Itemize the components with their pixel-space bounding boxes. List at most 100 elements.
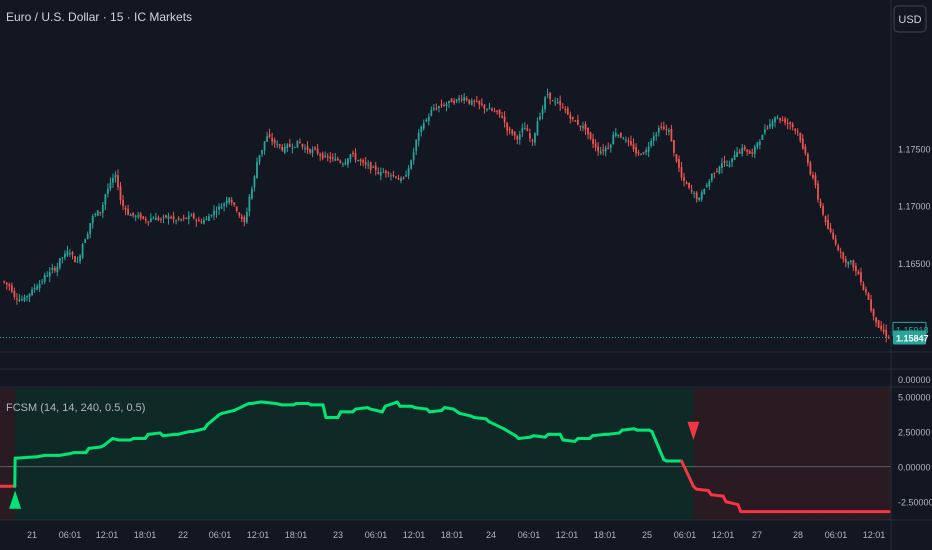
- candle-body: [99, 211, 102, 213]
- candle-body: [344, 162, 347, 165]
- candle-body: [245, 212, 248, 223]
- candle-body: [746, 149, 749, 153]
- candle-body: [589, 132, 592, 139]
- candle-body: [693, 192, 696, 194]
- candle-body: [662, 126, 665, 129]
- candle-body: [776, 117, 779, 119]
- candle-body: [213, 210, 215, 216]
- candle-body: [786, 123, 789, 125]
- candle-body: [362, 160, 365, 163]
- fcsm-line-segment: [620, 427, 636, 432]
- candle-body: [480, 103, 483, 105]
- fcsm-line-segment: [260, 400, 278, 405]
- time-tick-label: 12:01: [712, 530, 735, 540]
- fcsm-indicator: [0, 400, 891, 514]
- candle-body: [523, 127, 526, 130]
- candle-body: [761, 134, 764, 140]
- candle-body: [579, 125, 582, 128]
- candle-body: [167, 216, 170, 220]
- candle-body: [506, 122, 509, 131]
- time-tick-label: 24: [486, 530, 496, 540]
- candle-body: [544, 97, 546, 110]
- candle-body: [64, 253, 66, 258]
- candle-body: [753, 146, 756, 155]
- candle-body: [685, 182, 688, 184]
- candle-body: [657, 128, 660, 133]
- candle-body: [225, 200, 228, 204]
- time-tick-label: 12:01: [247, 530, 270, 540]
- candle-body: [521, 128, 524, 133]
- candle-body: [728, 164, 731, 167]
- time-tick-label: 06:01: [825, 530, 848, 540]
- candle-body: [465, 98, 468, 101]
- candle-body: [690, 189, 693, 192]
- fcsm-line-segment: [383, 400, 399, 408]
- candle-body: [31, 289, 33, 295]
- time-tick-label: 06:01: [518, 530, 541, 540]
- candle-body: [445, 104, 448, 106]
- indicator-title[interactable]: FCSM (14, 14, 240, 0.5, 0.5): [6, 402, 145, 414]
- currency-button[interactable]: USD: [893, 5, 927, 33]
- candle-body: [860, 272, 862, 283]
- candle-body: [390, 175, 392, 177]
- candle-body: [498, 109, 501, 115]
- candle-body: [172, 216, 175, 220]
- candle-body: [94, 213, 97, 216]
- candle-body: [230, 199, 233, 203]
- candle-body: [69, 253, 71, 255]
- candle-body: [804, 146, 807, 154]
- candle-body: [374, 165, 377, 171]
- fcsm-line-segment: [220, 408, 236, 415]
- fcsm-line-segment: [709, 493, 725, 498]
- candle-body: [304, 148, 306, 150]
- indicator-tick-label: -2.50000: [898, 498, 932, 508]
- candle-body: [556, 102, 559, 104]
- candle-body: [435, 108, 438, 110]
- candle-body: [56, 266, 59, 273]
- candle-body: [10, 285, 13, 292]
- candle-body: [453, 100, 455, 104]
- candle-body: [526, 128, 529, 131]
- candle-body: [829, 227, 832, 233]
- candle-body: [15, 298, 18, 300]
- candle-body: [852, 260, 855, 268]
- candle-body: [432, 108, 435, 110]
- candle-body: [698, 198, 701, 201]
- price-label-bg: [893, 330, 926, 345]
- candle-body: [334, 158, 337, 161]
- candle-body: [258, 155, 261, 163]
- candle-body: [877, 320, 880, 328]
- candle-body: [885, 330, 888, 337]
- candle-body: [493, 110, 496, 112]
- candle-body: [400, 178, 402, 181]
- candle-body: [756, 142, 759, 148]
- candle-body: [470, 100, 473, 105]
- candle-body: [617, 135, 620, 137]
- candle-body: [839, 251, 842, 253]
- candle-body: [195, 220, 198, 222]
- time-tick-label: 28: [793, 530, 803, 540]
- candle-body: [799, 132, 802, 141]
- candle-body: [369, 162, 372, 170]
- candle-body: [541, 109, 544, 115]
- candle-body: [640, 154, 642, 156]
- candle-body: [139, 213, 142, 219]
- candle-body: [771, 121, 774, 127]
- candle-body: [769, 124, 771, 128]
- candle-body: [609, 144, 612, 149]
- candle-body: [670, 128, 673, 142]
- candle-body: [53, 267, 56, 271]
- candle-body: [261, 150, 263, 155]
- candle-body: [751, 152, 754, 154]
- candle-body: [160, 218, 162, 220]
- candle-body: [635, 147, 637, 154]
- candle-body: [13, 290, 16, 297]
- candle-body: [417, 132, 420, 141]
- candle-body: [321, 153, 324, 159]
- candle-body: [21, 299, 23, 301]
- candle-body: [203, 220, 205, 224]
- candle-body: [713, 172, 716, 174]
- candle-body: [625, 139, 627, 141]
- symbol-title[interactable]: Euro / U.S. Dollar · 15 · IC Markets: [6, 10, 192, 24]
